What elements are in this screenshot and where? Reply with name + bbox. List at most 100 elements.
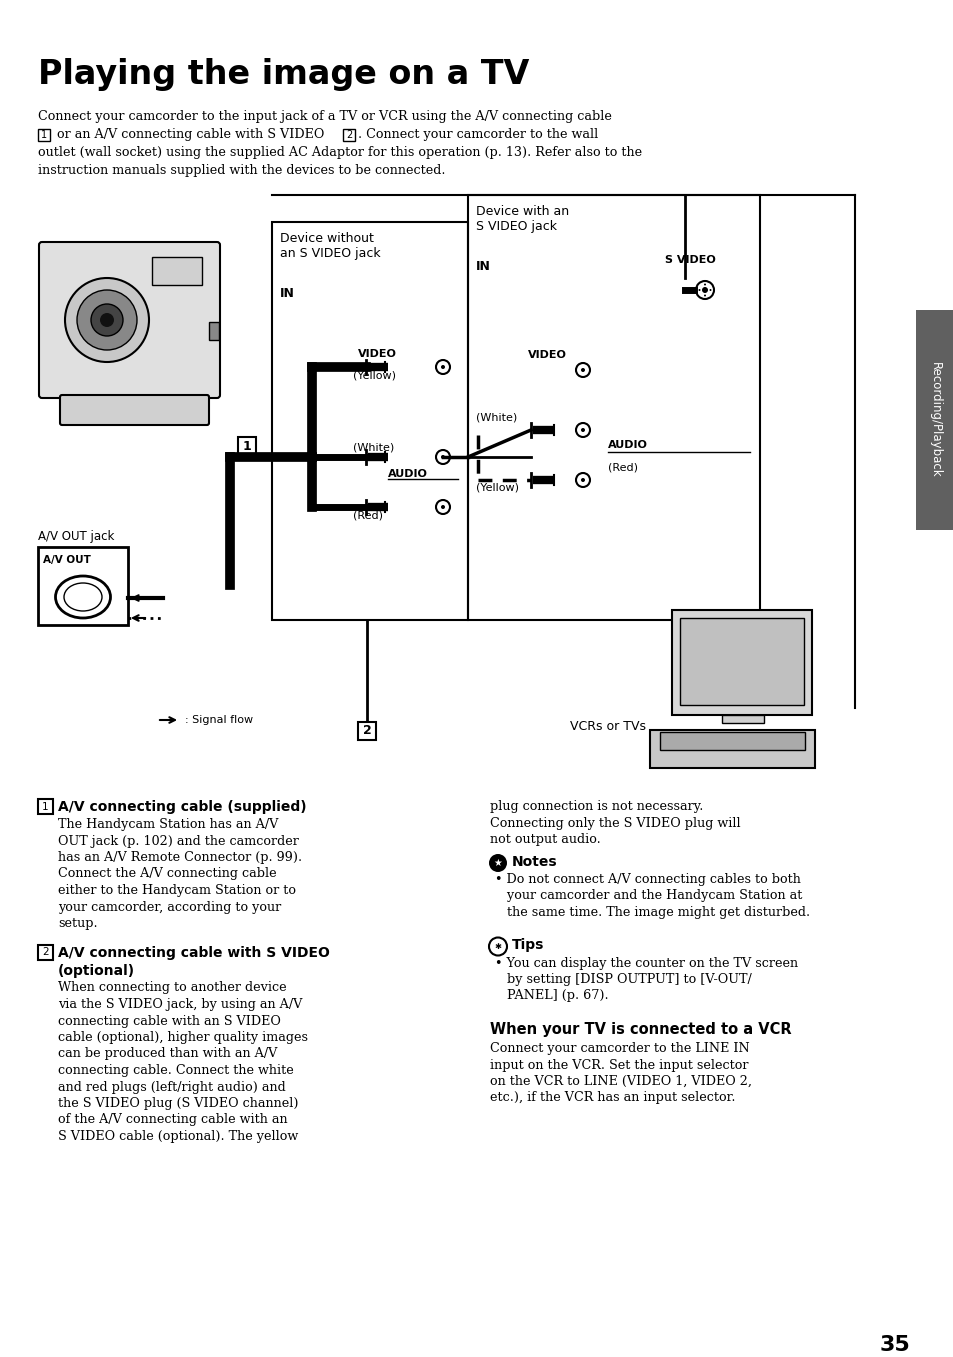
Circle shape bbox=[77, 290, 137, 350]
Circle shape bbox=[580, 427, 584, 432]
Text: connecting cable with an S VIDEO: connecting cable with an S VIDEO bbox=[58, 1015, 280, 1027]
Text: outlet (wall socket) using the supplied AC Adaptor for this operation (p. 13). R: outlet (wall socket) using the supplied … bbox=[38, 147, 641, 159]
Text: not output audio.: not output audio. bbox=[490, 833, 600, 845]
Circle shape bbox=[701, 286, 707, 293]
Bar bbox=[671, 611, 811, 715]
Text: ★: ★ bbox=[493, 858, 502, 868]
Text: either to the Handycam Station or to: either to the Handycam Station or to bbox=[58, 883, 295, 897]
Bar bbox=[272, 223, 468, 620]
Text: A/V connecting cable (supplied): A/V connecting cable (supplied) bbox=[58, 801, 306, 814]
Text: Connect your camcorder to the LINE IN: Connect your camcorder to the LINE IN bbox=[490, 1042, 749, 1054]
Text: 35: 35 bbox=[879, 1335, 909, 1356]
Text: by setting [DISP OUTPUT] to [V-OUT/: by setting [DISP OUTPUT] to [V-OUT/ bbox=[495, 973, 751, 987]
Circle shape bbox=[440, 365, 444, 369]
Text: AUDIO: AUDIO bbox=[388, 470, 428, 479]
Text: your camcorder and the Handycam Station at: your camcorder and the Handycam Station … bbox=[495, 889, 801, 902]
Text: • Do not connect A/V connecting cables to both: • Do not connect A/V connecting cables t… bbox=[495, 873, 800, 886]
Text: (Yellow): (Yellow) bbox=[476, 483, 518, 493]
Text: (Red): (Red) bbox=[353, 510, 382, 520]
Circle shape bbox=[91, 304, 123, 337]
Bar bbox=[915, 309, 953, 531]
Text: instruction manuals supplied with the devices to be connected.: instruction manuals supplied with the de… bbox=[38, 164, 445, 176]
Text: : Signal flow: : Signal flow bbox=[185, 715, 253, 725]
Text: AUDIO: AUDIO bbox=[607, 440, 647, 451]
Text: the same time. The image might get disturbed.: the same time. The image might get distu… bbox=[495, 906, 809, 919]
Text: of the A/V connecting cable with an: of the A/V connecting cable with an bbox=[58, 1114, 287, 1126]
Text: VIDEO: VIDEO bbox=[357, 349, 396, 360]
Bar bbox=[152, 256, 202, 285]
Text: S VIDEO: S VIDEO bbox=[664, 255, 715, 265]
Text: Connect your camcorder to the input jack of a TV or VCR using the A/V connecting: Connect your camcorder to the input jack… bbox=[38, 110, 611, 123]
FancyBboxPatch shape bbox=[60, 395, 209, 425]
Circle shape bbox=[440, 455, 444, 459]
Text: (White): (White) bbox=[476, 413, 517, 422]
Text: input on the VCR. Set the input selector: input on the VCR. Set the input selector bbox=[490, 1058, 748, 1072]
Text: 2: 2 bbox=[346, 130, 352, 140]
Bar bbox=[237, 437, 255, 455]
Circle shape bbox=[580, 368, 584, 372]
Text: can be produced than with an A/V: can be produced than with an A/V bbox=[58, 1048, 277, 1061]
Bar bbox=[468, 195, 760, 620]
Text: Connect the A/V connecting cable: Connect the A/V connecting cable bbox=[58, 867, 276, 881]
Text: the S VIDEO plug (S VIDEO channel): the S VIDEO plug (S VIDEO channel) bbox=[58, 1096, 298, 1110]
Bar bbox=[721, 715, 763, 723]
Circle shape bbox=[580, 478, 584, 482]
Bar bbox=[343, 129, 355, 141]
Bar bbox=[649, 730, 814, 768]
Bar bbox=[38, 129, 50, 141]
Circle shape bbox=[709, 289, 711, 290]
Text: PANEL] (p. 67).: PANEL] (p. 67). bbox=[495, 989, 608, 1003]
Text: on the VCR to LINE (VIDEO 1, VIDEO 2,: on the VCR to LINE (VIDEO 1, VIDEO 2, bbox=[490, 1075, 751, 1088]
Text: 1: 1 bbox=[41, 130, 47, 140]
Text: has an A/V Remote Connector (p. 99).: has an A/V Remote Connector (p. 99). bbox=[58, 851, 302, 864]
Text: 2: 2 bbox=[362, 725, 371, 737]
Text: Recording/Playback: Recording/Playback bbox=[927, 362, 941, 478]
Text: 1: 1 bbox=[242, 440, 251, 452]
Circle shape bbox=[698, 289, 700, 290]
Bar bbox=[209, 322, 219, 341]
Text: your camcorder, according to your: your camcorder, according to your bbox=[58, 901, 281, 913]
Text: IN: IN bbox=[476, 261, 491, 273]
Text: connecting cable. Connect the white: connecting cable. Connect the white bbox=[58, 1064, 294, 1077]
Text: setup.: setup. bbox=[58, 917, 97, 930]
Text: (Red): (Red) bbox=[607, 461, 638, 472]
Text: VCRs or TVs: VCRs or TVs bbox=[569, 721, 645, 733]
Bar bbox=[659, 731, 804, 750]
Text: (optional): (optional) bbox=[58, 963, 135, 977]
Text: 2: 2 bbox=[42, 947, 49, 957]
Circle shape bbox=[703, 284, 705, 285]
Text: ✱: ✱ bbox=[494, 942, 501, 951]
Text: cable (optional), higher quality images: cable (optional), higher quality images bbox=[58, 1031, 308, 1044]
Text: and red plugs (left/right audio) and: and red plugs (left/right audio) and bbox=[58, 1080, 286, 1094]
Circle shape bbox=[440, 505, 444, 509]
Text: Device with an
S VIDEO jack: Device with an S VIDEO jack bbox=[476, 205, 569, 233]
Text: • You can display the counter on the TV screen: • You can display the counter on the TV … bbox=[495, 957, 798, 969]
Circle shape bbox=[703, 294, 705, 296]
Text: Tips: Tips bbox=[512, 939, 544, 953]
Text: The Handycam Station has an A/V: The Handycam Station has an A/V bbox=[58, 818, 278, 830]
Text: Device without
an S VIDEO jack: Device without an S VIDEO jack bbox=[280, 232, 380, 261]
Text: A/V connecting cable with S VIDEO: A/V connecting cable with S VIDEO bbox=[58, 946, 330, 959]
Text: When connecting to another device: When connecting to another device bbox=[58, 981, 286, 995]
Text: S VIDEO cable (optional). The yellow: S VIDEO cable (optional). The yellow bbox=[58, 1130, 298, 1143]
Bar bbox=[38, 799, 53, 814]
Circle shape bbox=[100, 313, 113, 327]
Text: . Connect your camcorder to the wall: . Connect your camcorder to the wall bbox=[357, 128, 598, 141]
Text: etc.), if the VCR has an input selector.: etc.), if the VCR has an input selector. bbox=[490, 1091, 735, 1105]
Bar bbox=[679, 617, 803, 706]
FancyBboxPatch shape bbox=[39, 242, 220, 398]
Text: A/V OUT jack: A/V OUT jack bbox=[38, 531, 114, 543]
Text: 1: 1 bbox=[42, 802, 49, 811]
Text: When your TV is connected to a VCR: When your TV is connected to a VCR bbox=[490, 1022, 791, 1037]
Text: Playing the image on a TV: Playing the image on a TV bbox=[38, 58, 529, 91]
Text: Notes: Notes bbox=[512, 855, 558, 868]
Bar bbox=[357, 722, 375, 740]
Circle shape bbox=[489, 854, 506, 873]
Text: plug connection is not necessary.: plug connection is not necessary. bbox=[490, 801, 702, 813]
Bar bbox=[38, 944, 53, 959]
Text: VIDEO: VIDEO bbox=[527, 350, 566, 360]
Text: Connecting only the S VIDEO plug will: Connecting only the S VIDEO plug will bbox=[490, 817, 740, 829]
Text: (Yellow): (Yellow) bbox=[353, 370, 395, 380]
Text: (White): (White) bbox=[353, 442, 394, 452]
Text: via the S VIDEO jack, by using an A/V: via the S VIDEO jack, by using an A/V bbox=[58, 997, 302, 1011]
